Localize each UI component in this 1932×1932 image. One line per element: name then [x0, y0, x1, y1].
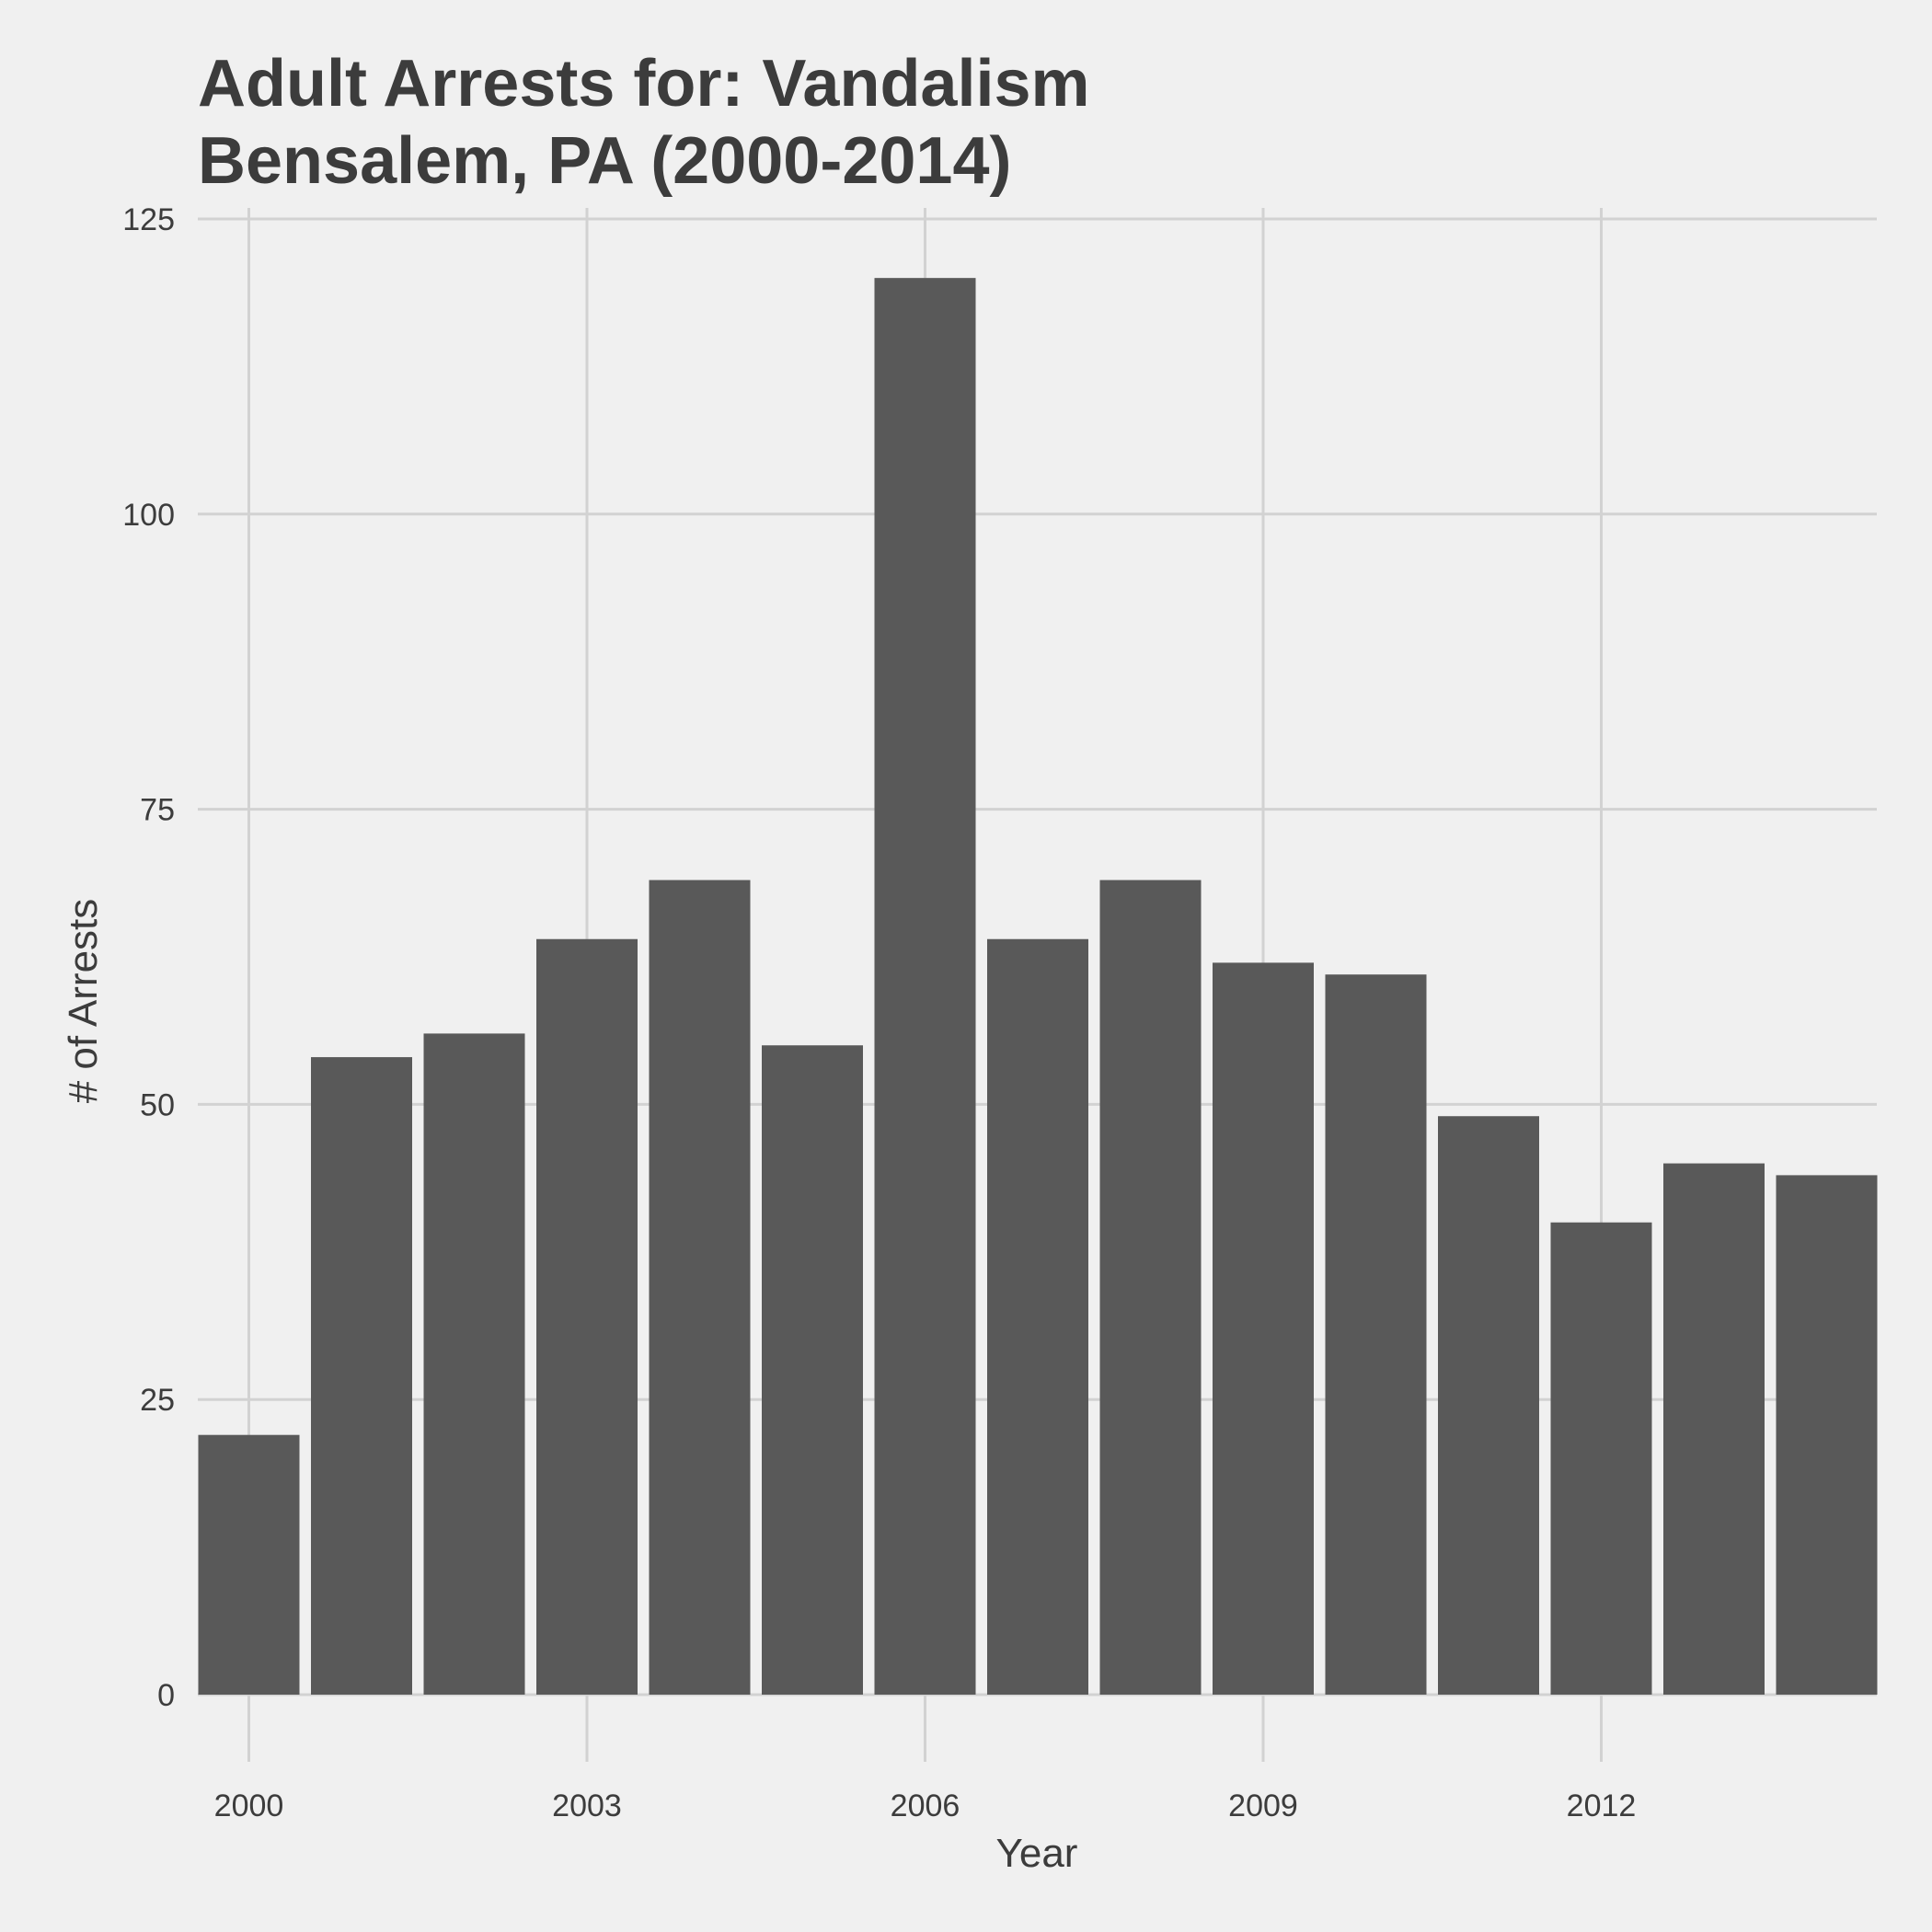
x-axis-tick-labels: 2000 2003 2006 2009 2012	[214, 1788, 1637, 1823]
bar-2010	[1325, 974, 1427, 1695]
bar-2005	[762, 1045, 863, 1695]
bar-2011	[1438, 1116, 1539, 1695]
x-tick-label: 2012	[1567, 1788, 1637, 1823]
bar-2014	[1776, 1175, 1878, 1695]
y-tick-label: 125	[122, 202, 175, 237]
bar-2009	[1213, 962, 1314, 1695]
y-tick-label: 100	[122, 498, 175, 533]
y-tick-label: 75	[140, 793, 175, 828]
bar-2008	[1099, 880, 1202, 1695]
y-tick-label: 50	[140, 1087, 175, 1122]
x-tick-label: 2009	[1228, 1788, 1298, 1823]
x-tick-label: 2006	[891, 1788, 960, 1823]
bar-2001	[311, 1057, 412, 1695]
x-axis-title: Year	[996, 1831, 1078, 1876]
y-tick-label: 0	[157, 1678, 175, 1713]
bars	[198, 278, 1878, 1695]
chart-title-line-1: Adult Arrests for: Vandalism	[198, 47, 1090, 121]
bar-2006	[874, 278, 976, 1695]
bar-2003	[536, 938, 638, 1695]
y-axis-title: # of Arrests	[61, 899, 106, 1104]
chart-title-line-2: Bensalem, PA (2000-2014)	[198, 124, 1011, 198]
bar-2007	[987, 938, 1088, 1695]
x-tick-label: 2000	[214, 1788, 284, 1823]
x-tick-label: 2003	[552, 1788, 622, 1823]
bar-2013	[1663, 1163, 1765, 1695]
y-tick-label: 25	[140, 1383, 175, 1418]
bar-2004	[649, 880, 751, 1695]
bar-2012	[1550, 1222, 1652, 1695]
bar-2000	[198, 1434, 300, 1695]
bar-2002	[423, 1033, 525, 1695]
y-axis-tick-labels: 0 25 50 75 100 125	[122, 202, 175, 1713]
